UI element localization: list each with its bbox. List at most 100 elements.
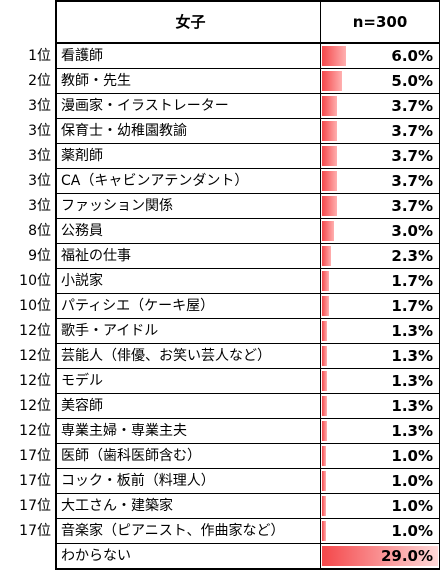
data-bar (322, 371, 327, 391)
value-cell: 2.3% (321, 244, 440, 269)
table-row: 10位パティシエ（ケーキ屋）1.7% (0, 294, 440, 319)
rank-label: 3位 (0, 144, 56, 169)
value-cell: 29.0% (321, 544, 440, 570)
category-label: 小説家 (56, 269, 321, 294)
table-row: 17位医師（歯科医師含む）1.0% (0, 444, 440, 469)
table-row: 12位美容師 1.3% (0, 394, 440, 419)
category-label: 公務員 (56, 219, 321, 244)
value-cell: 1.0% (321, 519, 440, 544)
rank-label: 17位 (0, 519, 56, 544)
value-cell: 1.3% (321, 319, 440, 344)
rank-label: 2位 (0, 69, 56, 94)
category-label: 美容師 (56, 394, 321, 419)
category-label: 福祉の仕事 (56, 244, 321, 269)
value-cell: 1.3% (321, 344, 440, 369)
rank-label: 12位 (0, 369, 56, 394)
data-bar (322, 296, 329, 316)
value-cell: 3.7% (321, 194, 440, 219)
value-cell: 6.0% (321, 43, 440, 69)
rank-label: 12位 (0, 394, 56, 419)
rank-label: 3位 (0, 194, 56, 219)
rank-label: 17位 (0, 494, 56, 519)
rank-label: 17位 (0, 469, 56, 494)
data-bar (322, 446, 326, 466)
data-bar (322, 496, 326, 516)
header-row: 女子 n=300 (0, 1, 440, 43)
category-label: 大工さん・建築家 (56, 494, 321, 519)
value-cell: 3.0% (321, 219, 440, 244)
data-bar (322, 396, 327, 416)
table-row: 17位大工さん・建築家 1.0% (0, 494, 440, 519)
category-label: 薬剤師 (56, 144, 321, 169)
value-cell: 3.7% (321, 119, 440, 144)
value-label: 1.3% (391, 419, 433, 443)
category-header: 女子 (56, 1, 321, 43)
data-bar (322, 246, 331, 266)
category-label: 漫画家・イラストレーター (56, 94, 321, 119)
value-cell: 5.0% (321, 69, 440, 94)
value-label: 1.0% (391, 494, 433, 518)
category-label: 看護師 (56, 43, 321, 69)
value-label: 3.7% (391, 169, 433, 193)
value-cell: 3.7% (321, 94, 440, 119)
value-label: 3.7% (391, 144, 433, 168)
rank-header-cell (0, 1, 56, 43)
rank-label: 8位 (0, 219, 56, 244)
rank-label: 9位 (0, 244, 56, 269)
value-label: 1.3% (391, 319, 433, 343)
value-label: 1.0% (391, 469, 433, 493)
data-bar (322, 521, 326, 541)
value-cell: 1.7% (321, 269, 440, 294)
data-bar (322, 321, 327, 341)
data-bar (322, 346, 327, 366)
data-bar (322, 271, 329, 291)
value-cell: 1.0% (321, 444, 440, 469)
category-label: 医師（歯科医師含む） (56, 444, 321, 469)
category-label: 音楽家（ピアニスト、作曲家など） (56, 519, 321, 544)
value-cell: 3.7% (321, 169, 440, 194)
rank-label: 3位 (0, 94, 56, 119)
rank-label: 17位 (0, 444, 56, 469)
value-label: 3.7% (391, 194, 433, 218)
rank-label: 1位 (0, 43, 56, 69)
category-label: わからない (56, 544, 321, 570)
rank-label: 3位 (0, 119, 56, 144)
data-bar (322, 96, 337, 116)
category-label: 専業主婦・専業主夫 (56, 419, 321, 444)
data-bar (322, 71, 342, 91)
value-label: 3.7% (391, 94, 433, 118)
category-label: パティシエ（ケーキ屋） (56, 294, 321, 319)
table-row: 17位音楽家（ピアニスト、作曲家など）1.0% (0, 519, 440, 544)
data-bar (322, 46, 346, 66)
table-row: 17位コック・板前（料理人） 1.0% (0, 469, 440, 494)
data-bar (322, 196, 337, 216)
data-bar (322, 421, 327, 441)
table-row: わからない 29.0% (0, 544, 440, 570)
rank-label: 10位 (0, 269, 56, 294)
value-cell: 1.0% (321, 494, 440, 519)
category-label: 教師・先生 (56, 69, 321, 94)
table-row: 3位漫画家・イラストレーター 3.7% (0, 94, 440, 119)
value-cell: 1.7% (321, 294, 440, 319)
category-label: 歌手・アイドル (56, 319, 321, 344)
table-row: 3位ファッション関係 3.7% (0, 194, 440, 219)
category-label: コック・板前（料理人） (56, 469, 321, 494)
value-label: 3.0% (391, 219, 433, 243)
table-row: 8位公務員 3.0% (0, 219, 440, 244)
value-label: 29.0% (381, 544, 433, 568)
category-label: ファッション関係 (56, 194, 321, 219)
table-row: 12位芸能人（俳優、お笑い芸人など）1.3% (0, 344, 440, 369)
category-label: 芸能人（俳優、お笑い芸人など） (56, 344, 321, 369)
value-label: 1.3% (391, 394, 433, 418)
rank-label: 12位 (0, 344, 56, 369)
value-cell: 3.7% (321, 144, 440, 169)
data-bar (322, 121, 337, 141)
